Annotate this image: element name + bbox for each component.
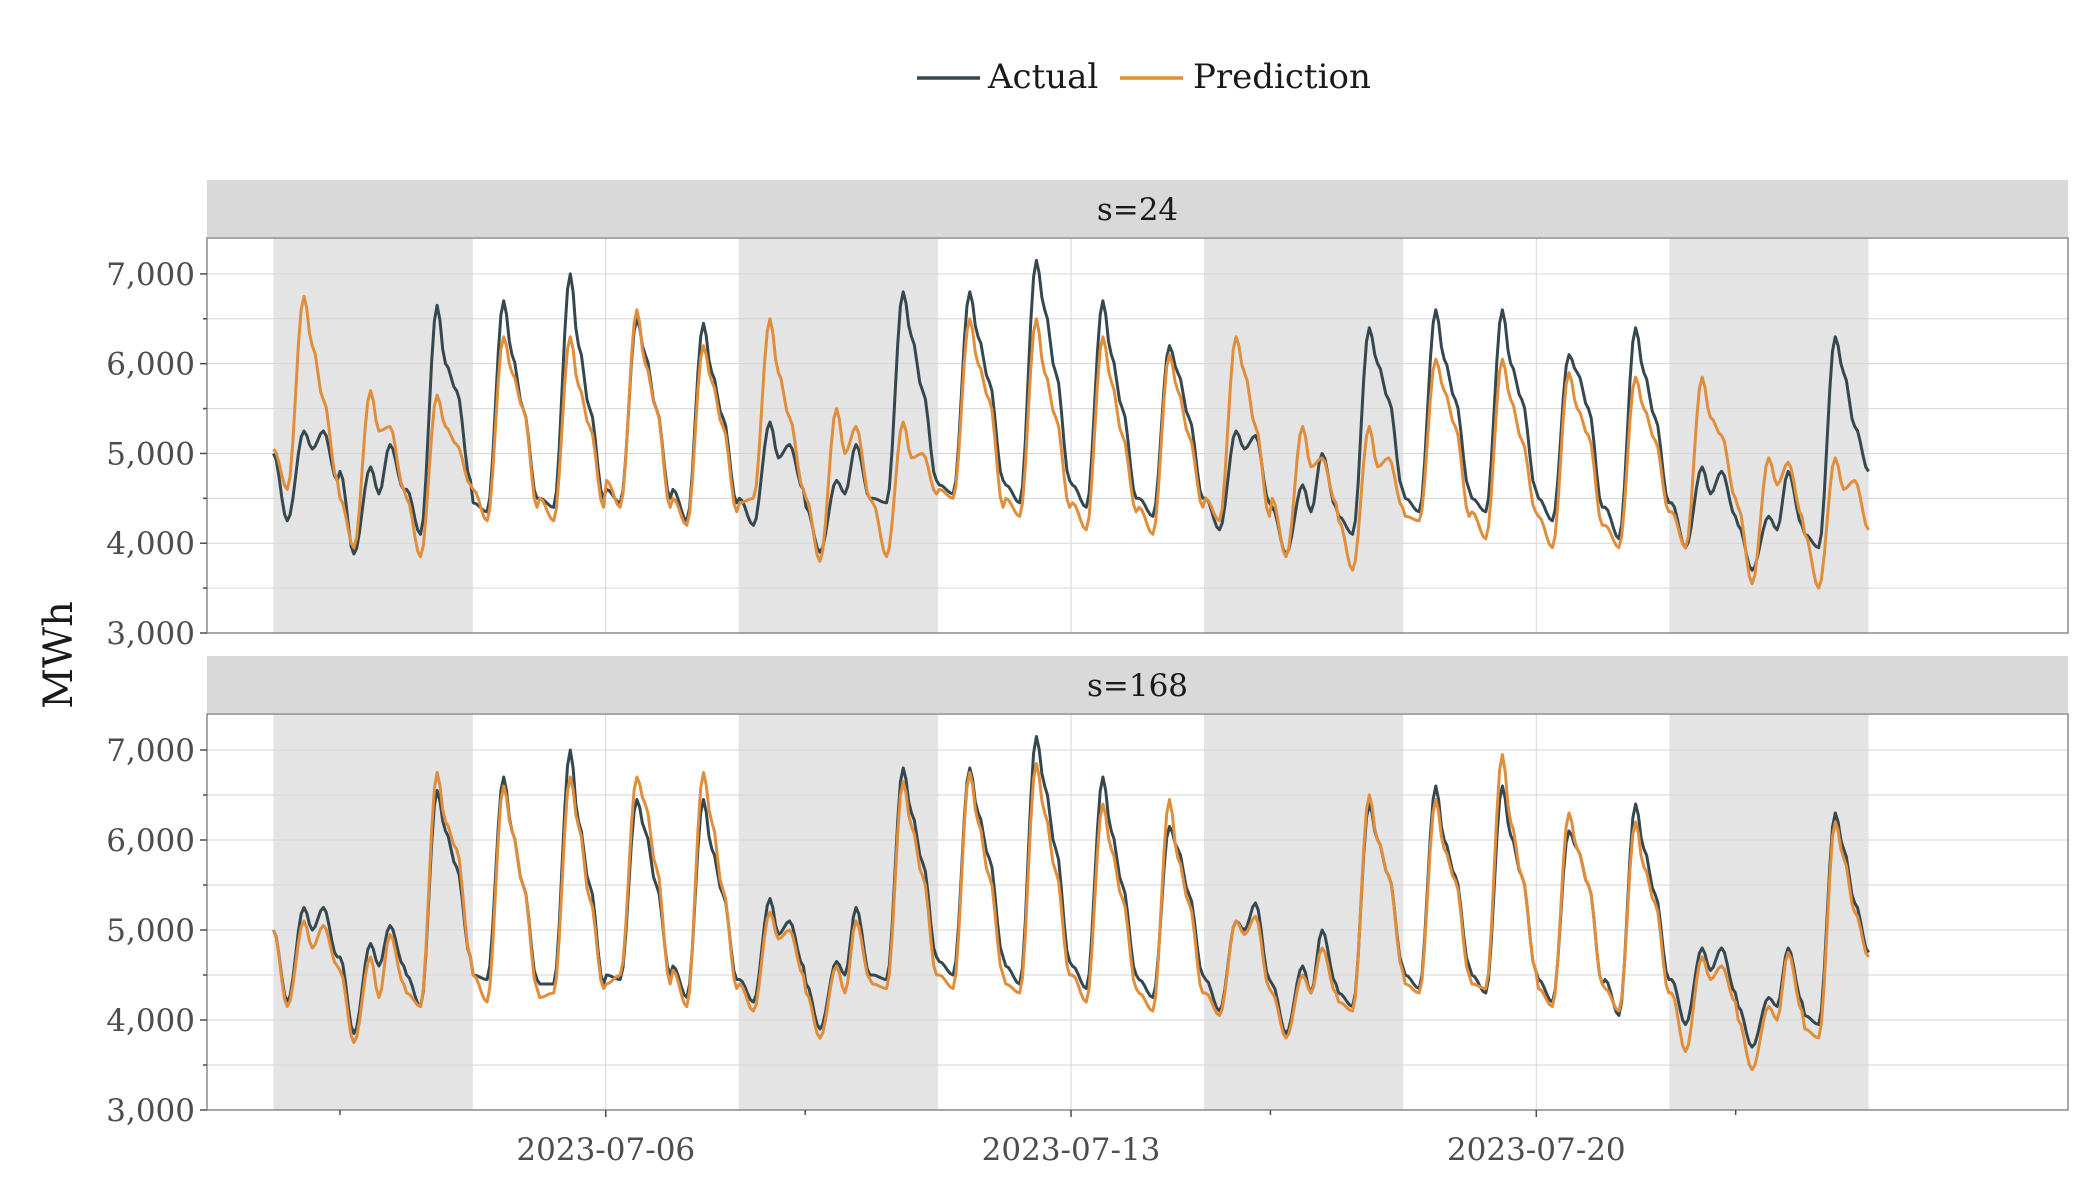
facet-strip: [207, 180, 2068, 237]
x-tick-label: 2023-07-13: [982, 1132, 1161, 1168]
y-axis-label: MWh: [36, 601, 82, 709]
y-tick-label: 4,000: [106, 526, 195, 562]
y-tick-label: 6,000: [106, 823, 195, 859]
panel-border: [206, 713, 2069, 1111]
y-tick-label: 3,000: [106, 616, 195, 652]
legend: Actual Prediction: [917, 57, 1371, 97]
legend-label-prediction: Prediction: [1193, 57, 1371, 97]
weekend-shading: [1669, 714, 1869, 1110]
facet-strip-label: s=24: [1097, 192, 1178, 228]
y-tick-label: 3,000: [106, 1093, 195, 1129]
x-tick-label: 2023-07-06: [516, 1132, 695, 1168]
facet-strip: [207, 656, 2068, 713]
facet-strip-label: s=168: [1087, 668, 1188, 704]
weekend-shading: [738, 238, 939, 633]
panel-border: [206, 237, 2069, 634]
series-line-prediction: [272, 294, 1870, 590]
y-tick-label: 6,000: [106, 347, 195, 383]
y-tick-label: 7,000: [106, 257, 195, 293]
panel-2: s=168 3,000 4,000 5,000 6,000 7,000 2023-07-06…: [106, 656, 2069, 1168]
facet-panels: s=24 3,000 4,000 5,000 6,000 7,000 s=168 3,000 4…: [106, 180, 2069, 1168]
y-tick-label: 4,000: [106, 1003, 195, 1039]
y-tick-label: 7,000: [106, 733, 195, 769]
y-tick-label: 5,000: [106, 913, 195, 949]
weekend-shading: [1669, 238, 1869, 633]
weekend-shading: [1203, 714, 1404, 1110]
series-line-prediction: [272, 753, 1870, 1071]
y-tick-label: 5,000: [106, 436, 195, 472]
legend-label-actual: Actual: [987, 57, 1098, 97]
x-tick-label: 2023-07-20: [1447, 1132, 1626, 1168]
panel-1: s=24 3,000 4,000 5,000 6,000 7,000: [106, 180, 2069, 652]
